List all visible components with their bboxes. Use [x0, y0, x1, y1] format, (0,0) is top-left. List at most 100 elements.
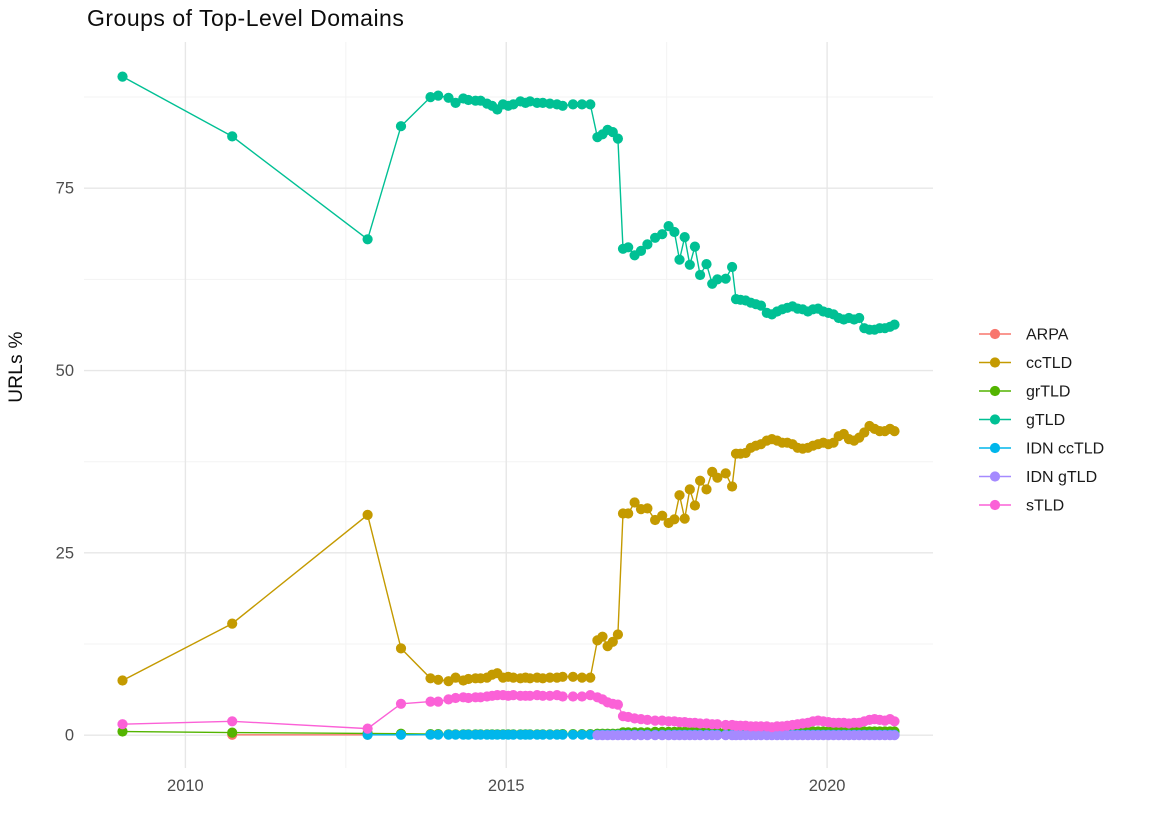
legend: ARPA ccTLD grTLD gTLD IDN ccTLD IDN gTLD sTLD: [979, 327, 1104, 515]
data-point: [889, 716, 900, 727]
legend-key-point: [989, 414, 1001, 425]
data-point: [684, 259, 695, 270]
data-point: [544, 672, 556, 683]
data-point: [395, 729, 407, 740]
data-point: [362, 723, 373, 734]
data-point: [117, 719, 128, 730]
series-gtld: [117, 71, 900, 335]
data-point: [689, 500, 701, 511]
data-point: [433, 90, 444, 101]
data-point: [674, 254, 685, 265]
data-point: [425, 92, 436, 103]
legend-label: ARPA: [1026, 327, 1069, 344]
data-point: [701, 259, 712, 270]
series-stld: [117, 690, 900, 734]
data-point: [712, 274, 723, 285]
data-point: [669, 226, 680, 238]
data-point: [679, 513, 690, 524]
legend-key-point: [989, 328, 1001, 340]
y-axis-tick-label: 0: [65, 727, 74, 745]
data-point: [450, 97, 461, 108]
data-point: [557, 691, 568, 702]
data-point: [395, 121, 407, 132]
chart-title: Groups of Top-Level Domains: [87, 5, 405, 31]
data-point: [669, 514, 680, 525]
legend-item-cctld: ccTLD: [979, 355, 1072, 372]
data-point: [623, 508, 634, 519]
data-point: [576, 99, 588, 110]
series-cctld: [117, 420, 900, 687]
data-point: [425, 729, 436, 740]
legend-key-point: [989, 385, 1001, 397]
legend-label: gTLD: [1026, 412, 1065, 429]
legend-key-point: [989, 357, 1001, 368]
data-point: [227, 618, 238, 629]
data-point: [537, 729, 548, 740]
data-point: [635, 245, 647, 256]
data-point: [395, 698, 407, 709]
y-axis-tick-label: 75: [56, 180, 74, 198]
data-point: [450, 672, 461, 683]
data-point: [674, 490, 685, 501]
data-point: [508, 729, 519, 740]
data-point: [612, 699, 624, 710]
data-point: [612, 629, 624, 640]
y-axis-tick-label: 25: [56, 544, 74, 562]
x-axis-tick-label: 2010: [167, 777, 204, 795]
data-point: [425, 696, 436, 707]
data-point: [567, 671, 579, 682]
data-point: [227, 131, 238, 142]
axis-labels: 0 25 50 75 2010 2015 2020: [56, 180, 846, 795]
legend-item-stld: sTLD: [979, 498, 1064, 515]
data-point: [567, 691, 579, 702]
data-point: [544, 729, 556, 740]
data-point: [433, 674, 444, 685]
data-point: [650, 730, 661, 741]
series-line: [122, 425, 895, 682]
legend-label: IDN ccTLD: [1026, 441, 1104, 458]
data-point: [889, 426, 900, 437]
legend-key-point: [989, 499, 1001, 511]
data-point: [684, 484, 695, 495]
data-point: [642, 503, 653, 514]
data-point: [557, 100, 568, 111]
data-point: [227, 727, 238, 738]
data-point: [727, 481, 738, 492]
x-axis-tick-label: 2020: [809, 777, 846, 795]
data-point: [650, 715, 661, 726]
data-point: [720, 468, 731, 479]
data-point: [695, 269, 706, 281]
data-point: [642, 239, 653, 250]
data-point: [433, 729, 444, 740]
data-point: [425, 673, 436, 684]
data-point: [597, 631, 608, 642]
data-point: [395, 643, 407, 654]
data-point: [689, 241, 701, 252]
legend-item-gtld: gTLD: [979, 412, 1065, 429]
series-line: [122, 75, 895, 331]
data-point: [362, 509, 373, 520]
legend-item-arpa: ARPA: [979, 327, 1069, 344]
data-point: [889, 730, 900, 741]
data-point: [443, 729, 454, 740]
legend-key-point: [989, 471, 1001, 482]
x-axis-tick-label: 2015: [488, 777, 525, 795]
data-point: [450, 692, 461, 704]
data-point: [576, 729, 588, 740]
legend-label: grTLD: [1026, 384, 1070, 401]
data-point: [557, 729, 568, 740]
series-idn-gtld: [592, 730, 900, 741]
data-point: [567, 729, 579, 740]
data-point: [117, 71, 128, 82]
data-point: [755, 300, 767, 311]
data-point: [585, 672, 596, 683]
data-point: [642, 730, 653, 741]
data-point: [712, 719, 723, 730]
series-arpa: [227, 729, 373, 740]
legend-label: sTLD: [1026, 498, 1064, 515]
data-point: [854, 312, 865, 324]
data-point: [117, 675, 128, 686]
data-point: [642, 714, 653, 726]
